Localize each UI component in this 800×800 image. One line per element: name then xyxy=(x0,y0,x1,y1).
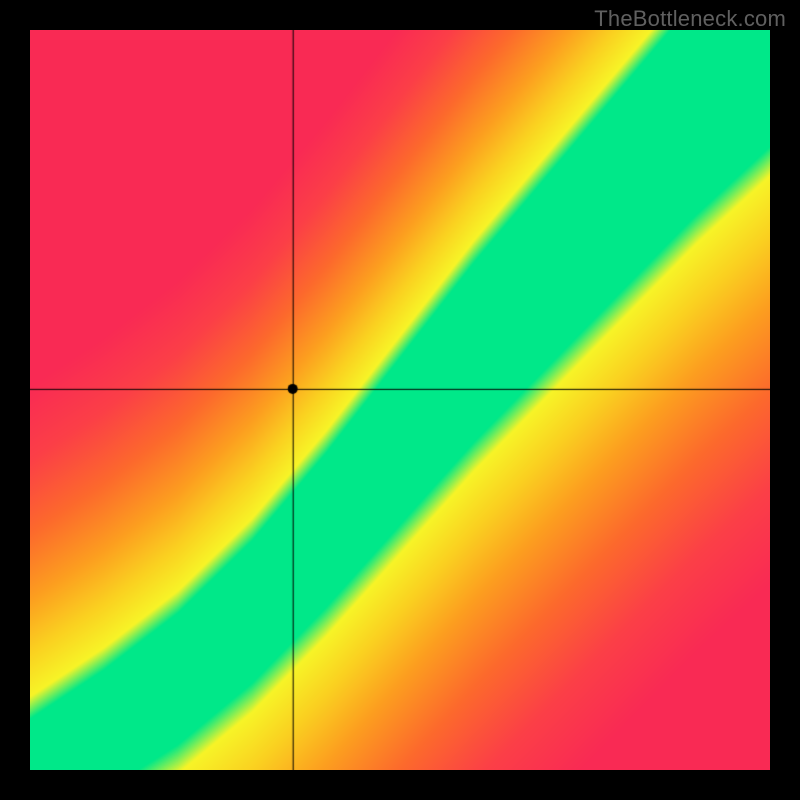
watermark-text: TheBottleneck.com xyxy=(594,6,786,32)
heatmap-canvas xyxy=(30,30,770,770)
plot-area xyxy=(30,30,770,770)
figure-container: TheBottleneck.com xyxy=(0,0,800,800)
